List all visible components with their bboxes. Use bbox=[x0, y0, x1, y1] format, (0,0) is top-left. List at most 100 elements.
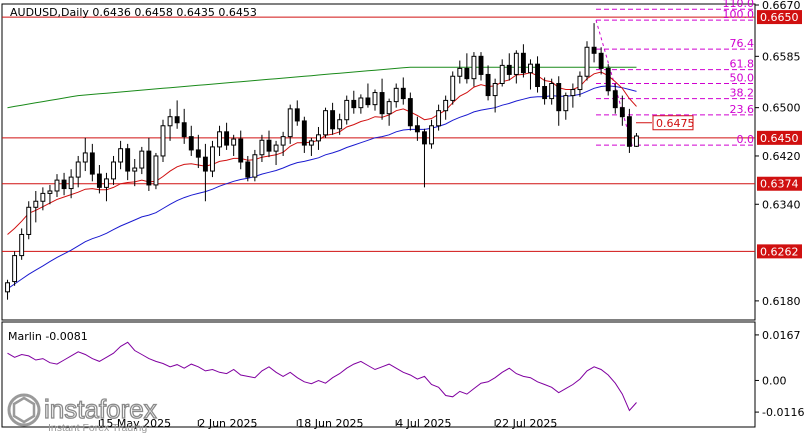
bull-candle bbox=[287, 108, 293, 138]
bear-candle bbox=[542, 86, 548, 100]
marlin-line bbox=[7, 341, 637, 412]
candlesticks bbox=[5, 23, 639, 300]
ma-green-line bbox=[7, 66, 637, 109]
bear-candle bbox=[224, 131, 230, 146]
bear-candle bbox=[591, 46, 597, 54]
price-tick-label: 0.6420 bbox=[762, 150, 801, 163]
price-tick-label: 0.6585 bbox=[762, 50, 801, 63]
price-tick-label: 0.6670 bbox=[762, 0, 801, 12]
fib-level-label: 50.0 bbox=[730, 72, 755, 85]
bull-candle bbox=[217, 131, 222, 148]
bear-candle bbox=[146, 150, 152, 186]
bull-candle bbox=[26, 206, 32, 235]
bear-candle bbox=[125, 148, 131, 172]
bear-candle bbox=[605, 67, 611, 92]
oscillator-panel-frame bbox=[1, 321, 756, 428]
bull-candle bbox=[68, 176, 74, 190]
bull-candle bbox=[450, 75, 456, 101]
bull-candle bbox=[499, 64, 505, 84]
bull-candle bbox=[316, 134, 321, 142]
bear-candle bbox=[238, 138, 244, 163]
bull-candle bbox=[471, 55, 477, 80]
bull-candle bbox=[12, 255, 18, 283]
bull-candle bbox=[47, 190, 53, 194]
bull-candle bbox=[634, 135, 639, 147]
time-tick-label: 18 Jun 2025 bbox=[297, 417, 363, 430]
bear-candle bbox=[478, 55, 484, 75]
bear-candle bbox=[351, 99, 357, 109]
bull-candle bbox=[54, 179, 60, 192]
fib-trend-line bbox=[595, 19, 633, 146]
bull-candle bbox=[118, 148, 124, 163]
bear-candle bbox=[400, 87, 406, 100]
oscillator-axis: 0.0167 0.00 -0.0116 bbox=[755, 329, 804, 419]
horizontal-levels: 0.6650 0.6450 0.6374 0.6262 0.6475 bbox=[2, 10, 802, 259]
bear-candle bbox=[181, 122, 187, 138]
level-label: 0.6374 bbox=[760, 178, 799, 191]
bear-candle bbox=[365, 97, 371, 106]
bear-candle bbox=[464, 67, 470, 80]
bull-candle bbox=[82, 152, 88, 163]
instaforex-logo-mark bbox=[12, 396, 36, 424]
bull-candle bbox=[280, 136, 286, 146]
bear-candle bbox=[619, 107, 625, 118]
time-axis: 15 May 2025 2 Jun 2025 18 Jun 2025 4 Jul 20… bbox=[98, 417, 557, 430]
bear-candle bbox=[520, 52, 526, 74]
osc-tick-label: 0.0167 bbox=[762, 329, 801, 342]
bull-candle bbox=[259, 139, 265, 156]
instaforex-tagline: Instant Forex Trading bbox=[48, 422, 147, 434]
bear-candle bbox=[61, 179, 67, 190]
fib-level-label: 76.4 bbox=[730, 37, 755, 50]
level-label-box bbox=[757, 244, 802, 259]
price-panel-frame bbox=[1, 3, 756, 321]
bull-candle bbox=[492, 83, 498, 97]
bull-candle bbox=[5, 282, 10, 293]
bull-candle bbox=[132, 167, 138, 172]
moving-averages bbox=[7, 66, 637, 290]
bull-candle bbox=[443, 99, 449, 112]
bull-candle bbox=[139, 150, 145, 169]
bear-candle bbox=[598, 52, 604, 69]
bull-candle bbox=[570, 89, 576, 97]
bear-candle bbox=[330, 110, 336, 130]
time-tick-label: 4 Jul 2025 bbox=[396, 417, 451, 430]
bear-candle bbox=[407, 98, 413, 127]
bull-candle bbox=[337, 119, 343, 130]
fib-level-label: 23.6 bbox=[730, 103, 755, 116]
bull-candle bbox=[33, 200, 39, 208]
bull-candle bbox=[19, 233, 25, 257]
fib-level-label: 38.2 bbox=[730, 87, 755, 100]
fib-level-label: 0.0 bbox=[737, 133, 755, 146]
price-marker-box bbox=[652, 115, 694, 131]
time-tick-label: 2 Jun 2025 bbox=[198, 417, 257, 430]
chart-header: AUDUSD,Daily 0.6436 0.6458 0.6435 0.6453 bbox=[10, 6, 257, 19]
bull-candle bbox=[436, 110, 442, 127]
price-tick-label: 0.6500 bbox=[762, 102, 801, 115]
osc-tick-label: -0.0116 bbox=[762, 406, 804, 419]
bear-candle bbox=[414, 125, 420, 133]
time-tick-label: 22 Jul 2025 bbox=[495, 417, 557, 430]
bear-candle bbox=[626, 116, 632, 147]
bear-candle bbox=[195, 149, 201, 158]
bear-candle bbox=[485, 73, 491, 97]
fib-level-label: 100.0 bbox=[723, 8, 755, 21]
level-label: 0.6262 bbox=[760, 245, 799, 258]
level-label-box bbox=[757, 130, 802, 145]
bull-candle bbox=[252, 154, 258, 178]
bear-candle bbox=[89, 152, 95, 175]
oscillator-header: Marlin -0.0081 bbox=[8, 330, 88, 343]
bull-candle bbox=[104, 178, 109, 188]
bull-candle bbox=[549, 83, 555, 100]
bull-candle bbox=[393, 87, 399, 103]
ma-blue-line bbox=[7, 85, 637, 290]
bear-candle bbox=[379, 92, 385, 115]
bear-candle bbox=[556, 83, 562, 112]
level-label-box bbox=[757, 176, 802, 191]
bull-candle bbox=[358, 97, 364, 109]
bull-candle bbox=[231, 138, 237, 146]
bear-candle bbox=[506, 64, 512, 75]
bull-candle bbox=[457, 67, 463, 77]
bull-candle bbox=[167, 116, 173, 127]
level-label: 0.6650 bbox=[760, 11, 799, 24]
